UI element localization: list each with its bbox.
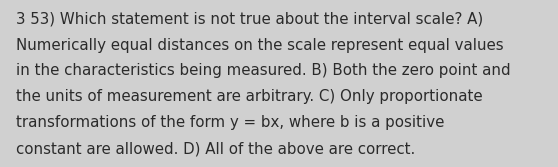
Text: in the characteristics being measured. B) Both the zero point and: in the characteristics being measured. B… bbox=[16, 63, 510, 78]
Text: 3 53) Which statement is not true about the interval scale? A): 3 53) Which statement is not true about … bbox=[16, 12, 483, 27]
Text: Numerically equal distances on the scale represent equal values: Numerically equal distances on the scale… bbox=[16, 38, 503, 53]
Text: transformations of the form y = bx, where b is a positive: transformations of the form y = bx, wher… bbox=[16, 115, 444, 130]
Text: the units of measurement are arbitrary. C) Only proportionate: the units of measurement are arbitrary. … bbox=[16, 89, 482, 104]
Text: constant are allowed. D) All of the above are correct.: constant are allowed. D) All of the abov… bbox=[16, 141, 415, 156]
